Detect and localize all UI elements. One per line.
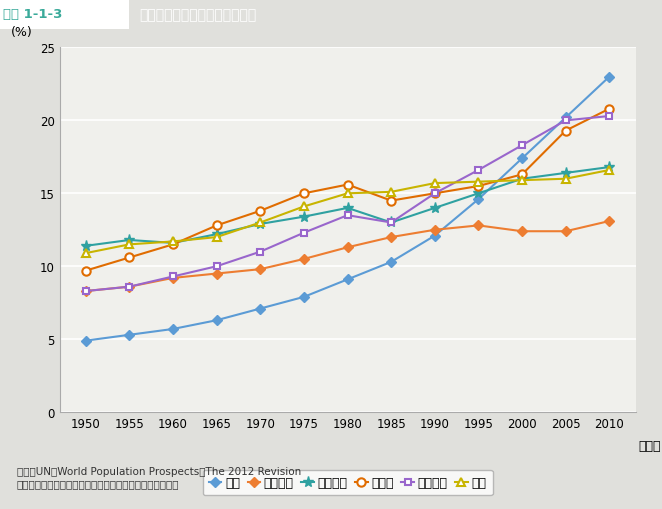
Text: (%): (%) [11, 26, 32, 39]
Text: 図表 1-1-3: 図表 1-1-3 [3, 8, 63, 21]
Text: 資料：UN、World Population Prospects：The 2012 Revision: 資料：UN、World Population Prospects：The 201… [17, 466, 301, 476]
Text: 主要国における高齢化率の推移: 主要国における高齢化率の推移 [139, 8, 256, 22]
Text: （年）: （年） [638, 440, 661, 453]
Bar [129, 0, 134, 30]
Legend: 日本, アメリカ, フランス, ドイツ, イタリア, 英国: 日本, アメリカ, フランス, ドイツ, イタリア, 英国 [203, 470, 493, 495]
Bar [0, 0, 129, 30]
Text: ただし、日本は総務省統計局「国勢調査」による。: ただし、日本は総務省統計局「国勢調査」による。 [17, 478, 179, 489]
